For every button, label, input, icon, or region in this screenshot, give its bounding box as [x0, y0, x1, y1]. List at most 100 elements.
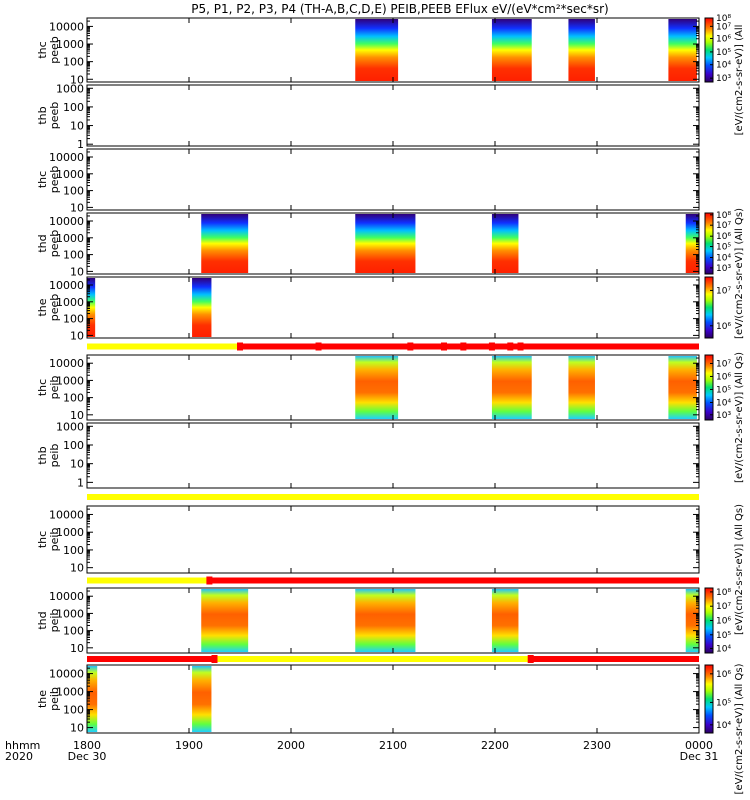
x-tick-label: 1800	[73, 739, 101, 752]
panel-ylabel-probe: thb	[36, 106, 49, 124]
y-tick-label: 10	[70, 265, 84, 278]
colorbar	[704, 17, 714, 83]
colorbar-tick-label: 10⁵	[716, 385, 731, 395]
figure-title: P5, P1, P2, P3, P4 (TH-A,B,C,D,E) PEIB,P…	[191, 2, 608, 16]
x-tick-date-label: Dec 31	[680, 750, 719, 763]
status-bar-1	[87, 342, 699, 351]
status-marker	[488, 342, 495, 351]
panel-ylabel-product: peib	[48, 687, 61, 711]
panel-ylabel-probe: the	[36, 298, 49, 316]
status-segment	[87, 577, 210, 584]
panel-frame	[86, 505, 700, 574]
spectrogram-block	[491, 356, 532, 419]
y-tick-label: 10	[70, 120, 84, 133]
colorbar	[704, 664, 714, 734]
y-tick-label: 10	[70, 73, 84, 86]
colorbar-tick-label: 10⁶	[716, 232, 731, 242]
y-tick-label: 1000	[56, 374, 84, 387]
status-segment	[530, 656, 699, 662]
y-tick-label: 100	[63, 313, 84, 326]
panel-ylabel-probe: thd	[36, 234, 49, 252]
y-tick-label: 100	[63, 249, 84, 262]
spectrogram-block	[491, 589, 519, 652]
y-tick-label: 1	[77, 476, 84, 489]
x-tick-label: 2100	[379, 739, 407, 752]
y-tick-label: 100	[63, 704, 84, 717]
spectrogram-block	[668, 19, 697, 81]
status-segment	[209, 577, 699, 584]
y-tick-label: 10000	[49, 357, 84, 370]
colorbar-tick-label: 10⁷	[716, 286, 731, 296]
y-tick-label: 1000	[56, 607, 84, 620]
x-tick-label: 2200	[481, 739, 509, 752]
y-tick-label: 1	[77, 138, 84, 151]
spectrogram-block	[491, 19, 532, 81]
status-marker	[206, 576, 213, 585]
status-bar-4	[87, 655, 699, 663]
colorbar-tick-label: 10⁸	[716, 211, 731, 221]
y-tick-label: 1000	[56, 686, 84, 699]
y-tick-label: 10000	[49, 590, 84, 603]
panel-ylabel-probe: thc	[36, 41, 49, 58]
colorbar	[704, 276, 714, 339]
y-tick-label: 10000	[49, 508, 84, 521]
spectrogram-block	[355, 214, 416, 273]
y-tick-label: 10	[70, 329, 84, 342]
colorbar-tick-label: 10⁶	[716, 34, 731, 44]
y-tick-label: 10000	[49, 215, 84, 228]
panel-ylabel-probe: thc	[36, 379, 49, 396]
y-tick-label: 100	[63, 185, 84, 198]
colorbar-tick-label: 10⁴	[716, 721, 731, 731]
status-marker	[507, 342, 514, 351]
status-bar-3	[87, 576, 699, 585]
colorbar-tick-label: 10⁸	[716, 14, 731, 24]
colorbar-unit-label: [eV/(cm2-s-sr-eV)] (All Qs)	[734, 663, 745, 794]
colorbar	[704, 354, 714, 421]
y-tick-label: 10	[70, 722, 84, 735]
x-tick-date-label: Dec 30	[68, 750, 107, 763]
spectrogram-block	[192, 278, 212, 337]
status-marker	[517, 342, 524, 351]
colorbar-tick-label: 10⁶	[716, 670, 731, 680]
y-tick-label: 10	[70, 458, 84, 471]
colorbar-tick-label: 10⁴	[716, 644, 731, 654]
colorbar-tick-label: 10⁵	[716, 698, 731, 708]
colorbar-tick-label: 10⁷	[716, 221, 731, 231]
y-tick-label: 10000	[49, 20, 84, 33]
spectrogram-block	[491, 214, 519, 273]
colorbar-tick-label: 10³	[716, 74, 731, 84]
spectrogram-block	[87, 278, 96, 337]
y-tick-label: 10	[70, 201, 84, 214]
colorbar-tick-label: 10⁴	[716, 398, 731, 408]
status-bar-2	[87, 494, 699, 500]
y-tick-label: 10000	[49, 668, 84, 681]
colorbar-unit-label: [eV/(cm2-s-sr-eV)] (All Qs)	[734, 208, 745, 339]
colorbar-unit-label: [eV/(cm2-s-sr-eV)] (All Qs)	[734, 352, 745, 483]
colorbar-tick-label: 10⁷	[716, 22, 731, 32]
status-marker	[441, 342, 447, 351]
colorbar-tick-label: 10⁵	[716, 243, 731, 253]
panel-ylabel-product: peeb	[48, 36, 61, 64]
y-tick-label: 1000	[56, 168, 84, 181]
colorbar	[704, 212, 714, 275]
y-tick-label: 100	[63, 625, 84, 638]
status-marker	[211, 655, 218, 663]
colorbar-unit-label: [eV/(cm2-s-sr-eV)] (All	[734, 25, 745, 136]
panel-ylabel-product: peib	[48, 376, 61, 400]
y-tick-label: 100	[63, 439, 84, 452]
spectrogram-block	[355, 589, 416, 652]
x-tick-label: 1900	[175, 739, 203, 752]
panel-ylabel-probe: the	[36, 690, 49, 708]
status-marker	[527, 655, 534, 663]
panel-2: 1 10 100 1000 thb peeb	[36, 82, 700, 151]
status-marker	[315, 342, 322, 351]
y-tick-label: 100	[63, 544, 84, 557]
y-tick-label: 100	[63, 392, 84, 405]
status-segment	[87, 656, 215, 662]
y-tick-label: 1000	[56, 296, 84, 309]
